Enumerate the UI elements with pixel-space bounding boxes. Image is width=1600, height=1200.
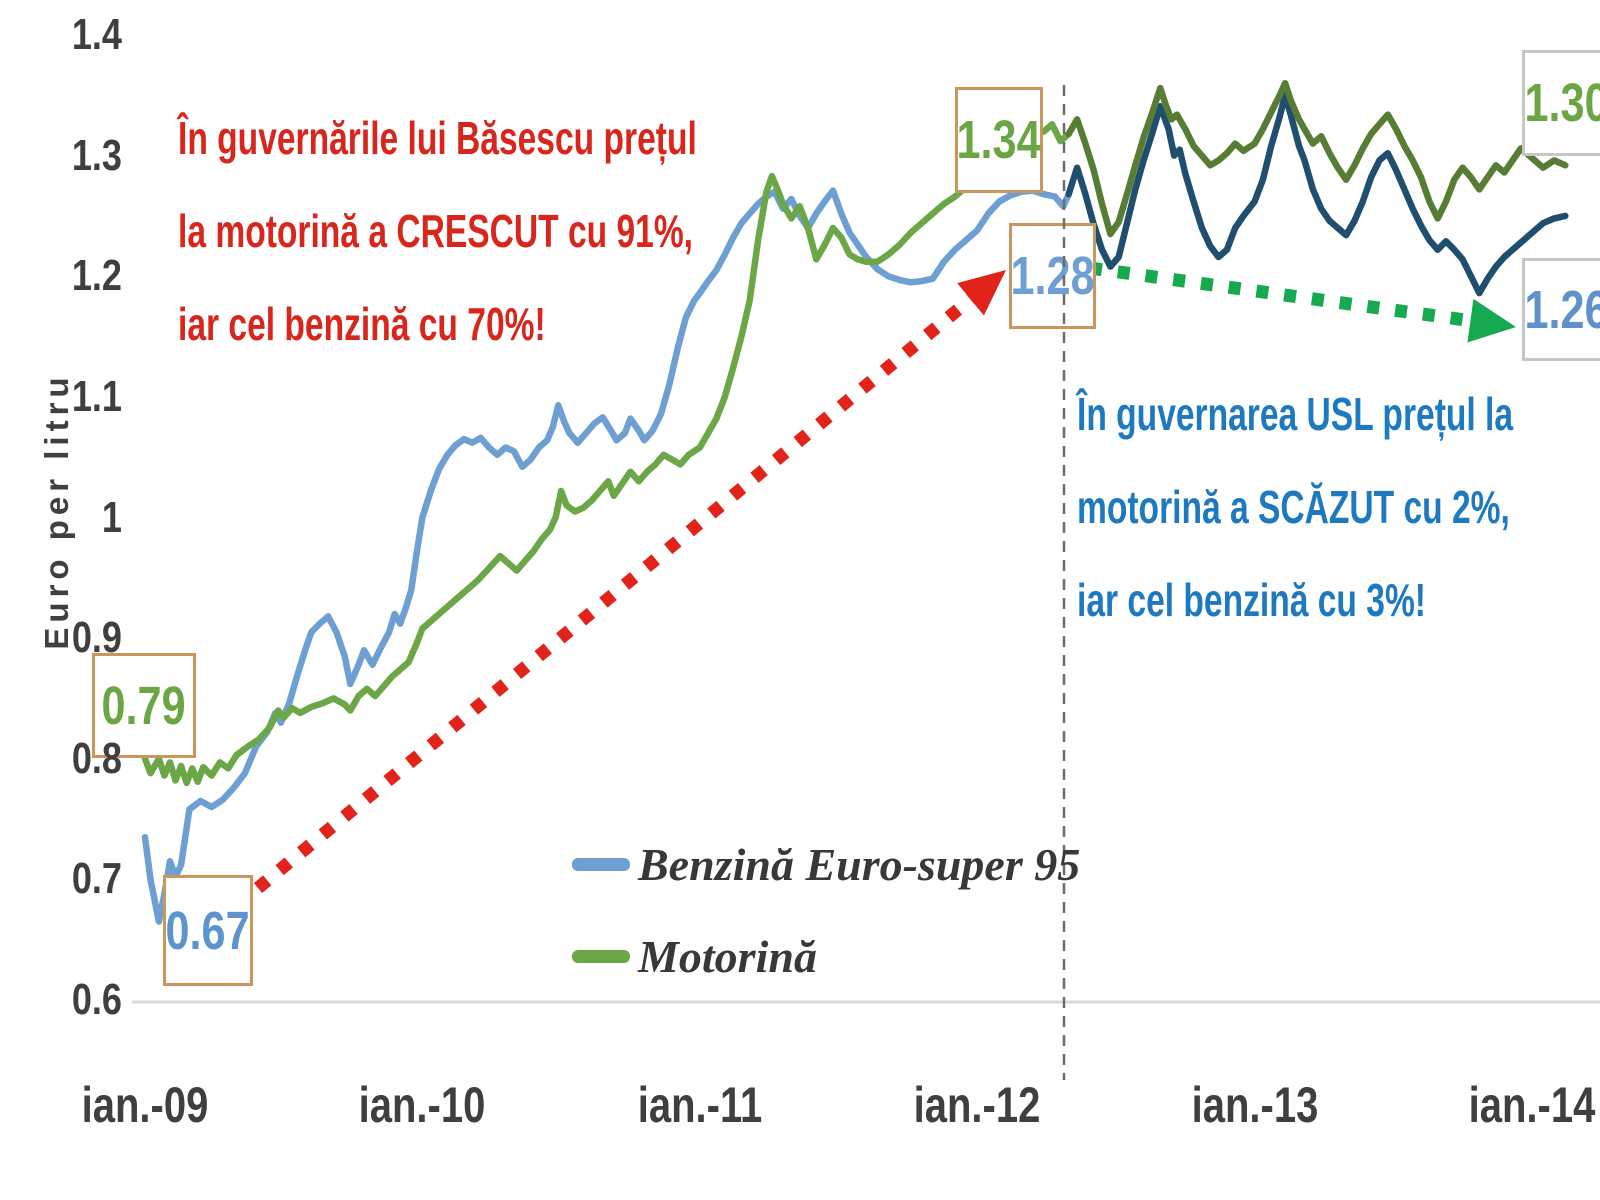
label-benzina-peak-value: 1.28 [1010,246,1095,306]
series-motorin-basescu [141,121,1072,787]
label-motorina-start-value: 0.79 [101,675,187,736]
usl-annotation-line2: motorină a SCĂZUT cu 2%, [1077,481,1510,533]
label-motorina-peak: 1.34 [955,87,1043,193]
label-motorina-peak-value: 1.34 [956,110,1042,170]
x-tick-ian.-14: ian.-14 [1468,1077,1596,1133]
legend-label-benzina: Benzină Euro-super 95 [638,838,1081,890]
basescu-annotation-line2: la motorină a CRESCUT cu 91%, [178,205,694,257]
x-tick-ian.-12: ian.-12 [913,1077,1041,1133]
y-tick-0.6: 0.6 [71,975,122,1024]
x-tick-ian.-10: ian.-10 [359,1077,486,1133]
label-benzina-peak: 1.28 [1009,223,1096,329]
usl-annotation-line3: iar cel benzină cu 3%! [1077,574,1426,626]
benzina-line-swatch [572,857,630,871]
y-tick-1.3: 1.3 [71,130,122,180]
scadere-arrow-head [1467,298,1516,343]
crestere-arrow-head [957,270,1006,316]
basescu-annotation-line1: În guvernările lui Băsescu prețul [178,112,697,164]
basescu-annotation-line3: iar cel benzină cu 70%! [178,298,546,350]
series-motorin-usl [1065,79,1569,238]
y-tick-1.1: 1.1 [71,371,122,421]
usl-annotation: În guvernarea USL prețul la motorină a S… [1077,368,1513,647]
legend-item-motorina: Motorină [572,910,1080,1002]
scadere-arrow-shaft [1089,261,1472,328]
label-benzina-end-value: 1.26 [1524,279,1600,340]
label-benzina-end: 1.26 [1522,258,1600,361]
y-tick-1.2: 1.2 [71,251,122,301]
label-motorina-end-value: 1.30 [1524,73,1600,133]
y-tick-0.8: 0.8 [71,733,122,783]
motorina-line-swatch [572,949,630,963]
legend-item-benzina: Benzină Euro-super 95 [572,818,1080,910]
y-tick-1.4: 1.4 [71,10,122,59]
series-benzin-euro-super-95-usl [1065,92,1569,297]
y-tick-1: 1 [101,492,122,542]
y-tick-0.9: 0.9 [71,613,122,663]
legend-label-motorina: Motorină [638,930,817,982]
usl-annotation-line1: În guvernarea USL prețul la [1077,388,1514,440]
x-tick-ian.-11: ian.-11 [637,1077,763,1133]
y-tick-0.7: 0.7 [71,854,122,904]
x-tick-ian.-13: ian.-13 [1191,1077,1318,1133]
basescu-annotation: În guvernările lui Băsescu prețul la mot… [178,92,697,371]
label-benzina-min: 0.67 [163,875,253,986]
x-tick-ian.-09: ian.-09 [81,1077,209,1133]
label-motorina-end: 1.30 [1522,50,1600,156]
legend: Benzină Euro-super 95 Motorină [572,818,1080,1002]
label-motorina-start: 0.79 [92,653,196,758]
label-benzina-min-value: 0.67 [165,900,251,961]
